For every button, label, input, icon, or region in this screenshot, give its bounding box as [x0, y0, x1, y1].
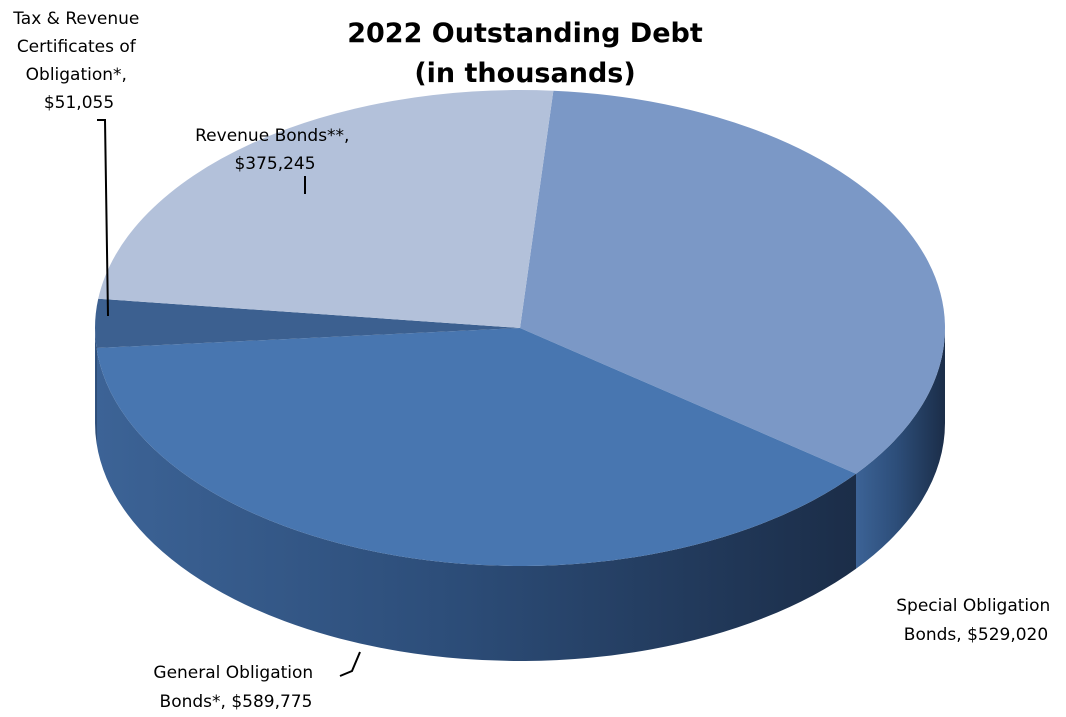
label-line: $51,055: [44, 93, 114, 113]
label-general-obligation: General Obligation Bonds*, $589,775: [153, 663, 318, 712]
slice-revenue-bonds: [98, 89, 554, 328]
label-line: $375,245: [234, 154, 315, 174]
slice-side-special-obligation: [856, 328, 945, 569]
label-line: Obligation*,: [26, 65, 127, 85]
slice-side-general-obligation: [96, 348, 856, 661]
slice-general-obligation: [96, 328, 856, 566]
label-line: Revenue Bonds**,: [195, 126, 349, 146]
label-tax-revenue-certificates: Tax & Revenue Certificates of Obligation…: [12, 9, 145, 113]
label-revenue-bonds: Revenue Bonds**, $375,245: [195, 126, 355, 174]
slice-special-obligation: [520, 90, 946, 474]
label-line: Bonds, $529,020: [904, 625, 1048, 645]
label-special-obligation: Special Obligation Bonds, $529,020: [896, 596, 1055, 645]
leader-line-tax-revenue: [97, 119, 109, 317]
label-line: Tax & Revenue: [12, 9, 139, 29]
leader-line-general-obligation: [339, 651, 361, 677]
label-line: Certificates of: [17, 37, 137, 57]
pie-sides: [95, 328, 945, 661]
pie-top: [95, 89, 946, 566]
label-line: Bonds*, $589,775: [160, 692, 313, 712]
label-line: Special Obligation: [896, 596, 1050, 616]
chart-title: 2022 Outstanding Debt: [347, 18, 703, 49]
slice-side-tax-revenue-certificates: [95, 328, 97, 444]
chart-subtitle: (in thousands): [414, 58, 635, 89]
slice-tax-revenue-certificates: [95, 298, 520, 349]
label-line: General Obligation: [153, 663, 313, 683]
